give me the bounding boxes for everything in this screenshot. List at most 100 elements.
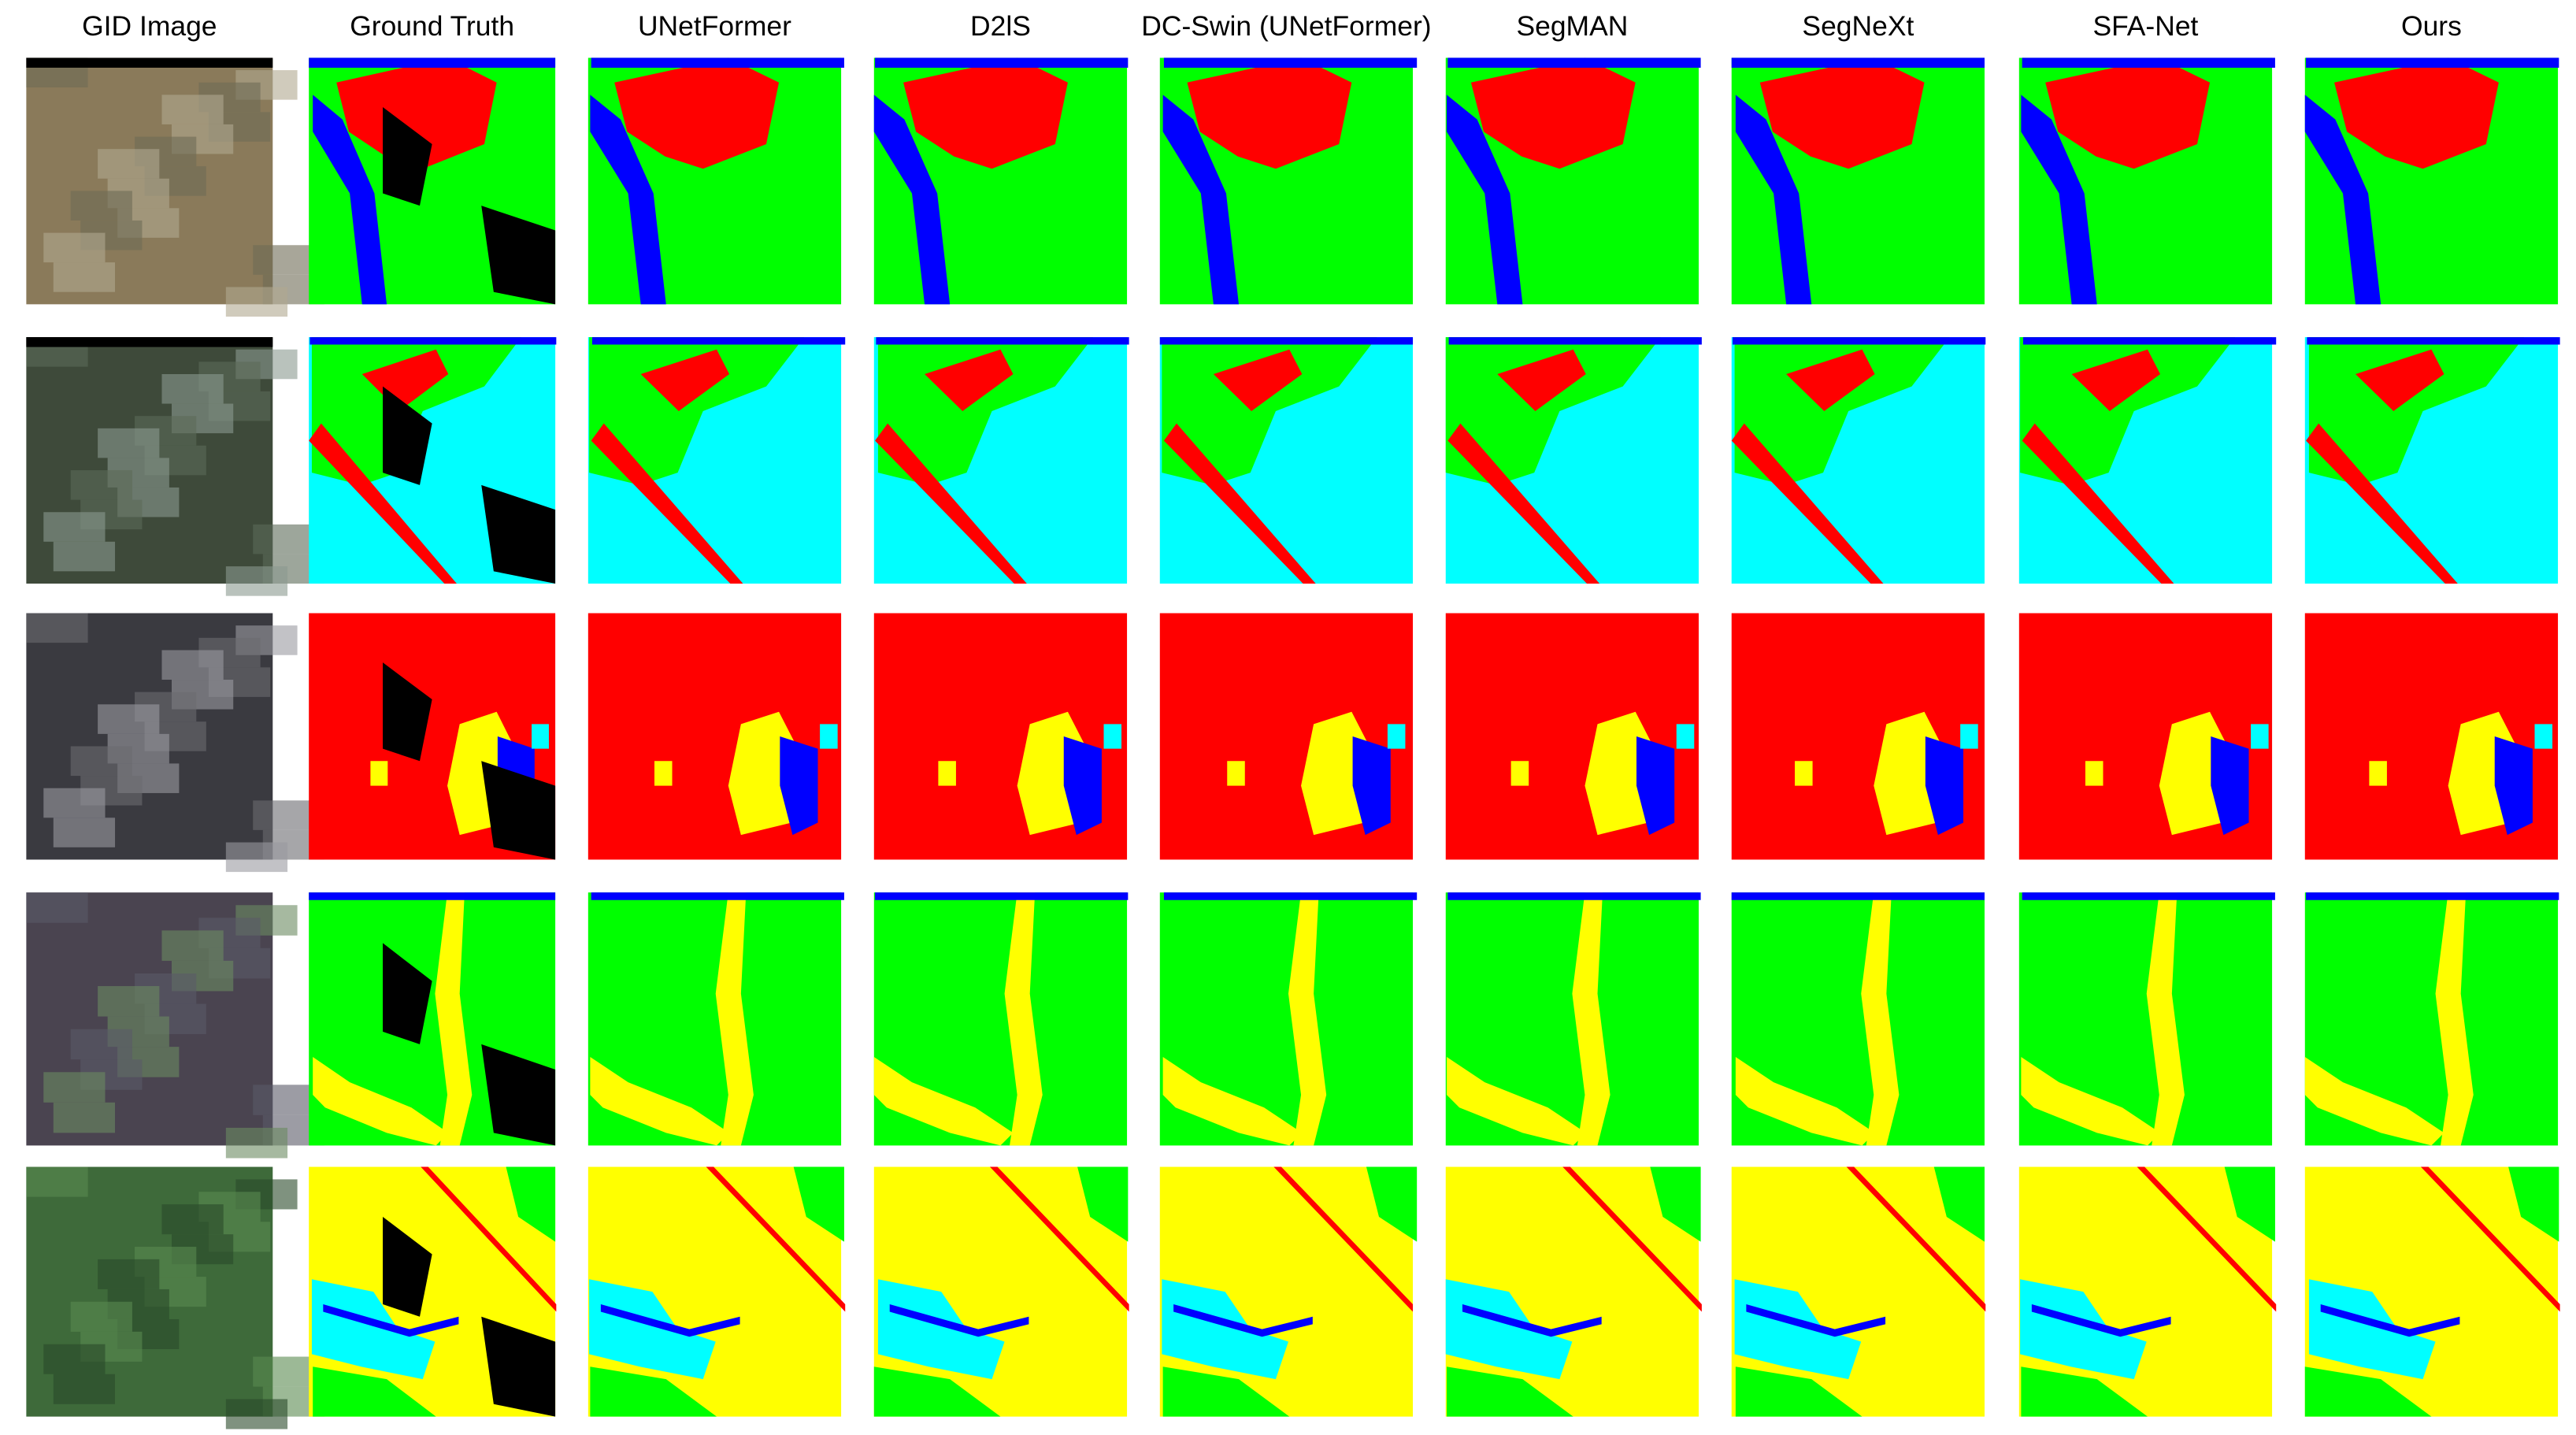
image-cell (1159, 892, 1418, 1146)
image-cell (873, 1166, 1129, 1417)
mask-region (1447, 1366, 1573, 1417)
mask-region (889, 1303, 1029, 1337)
mask-region (614, 57, 780, 169)
mask-region (1735, 1366, 1863, 1417)
photo-texture (98, 986, 160, 1017)
mask-region (1448, 337, 1702, 345)
mask-region (780, 736, 818, 836)
mask-region (309, 892, 556, 900)
image-cell (1445, 1166, 1702, 1417)
mask-region (1173, 1303, 1313, 1337)
image-cell (2018, 337, 2277, 584)
mask-region (1162, 1279, 1288, 1380)
mask-region (820, 724, 838, 749)
image-cell (309, 892, 556, 1146)
mask-region (1447, 1056, 1586, 1146)
mask-region (2306, 57, 2559, 68)
mask-region (1731, 57, 1985, 68)
image-cell (1731, 892, 1985, 1146)
mask-region (2021, 1056, 2161, 1146)
mask-region (1759, 57, 1925, 169)
column-header: Ours (2401, 10, 2462, 42)
image-cell (2304, 892, 2559, 1146)
image-cell (2018, 892, 2275, 1146)
mask-region (1447, 95, 1523, 305)
mask-region (1162, 95, 1240, 305)
mask-region (2306, 892, 2559, 900)
column-header: SegMAN (1516, 10, 1628, 42)
mask-region (925, 349, 1014, 411)
photo-texture (161, 930, 224, 961)
photo-texture (161, 650, 224, 680)
mask-region (1676, 724, 1695, 749)
mask-region (1063, 736, 1102, 836)
mask-region (1497, 349, 1586, 411)
mask-region (1960, 724, 1978, 749)
column-header: UNetFormer (638, 10, 791, 42)
mask-region (938, 761, 956, 786)
image-cell (26, 892, 325, 1159)
mask-region (591, 892, 844, 900)
mask-region (1731, 423, 1884, 584)
mask-region (1735, 95, 1812, 305)
mask-region (877, 1279, 1005, 1380)
image-cell (587, 337, 846, 584)
mask-region (435, 892, 473, 1146)
photo-texture (70, 1301, 132, 1332)
mask-region (1572, 892, 1610, 1146)
mask-region (1163, 423, 1316, 584)
image-cell (26, 337, 325, 596)
photo-texture (253, 800, 315, 830)
image-cell (1159, 57, 1418, 305)
mask-region (2304, 1056, 2444, 1146)
column-header: SFA-Net (2092, 10, 2198, 42)
image-cell (2304, 337, 2560, 584)
mask-region (1861, 892, 1900, 1146)
mask-region (589, 1279, 716, 1380)
mask-region (2021, 95, 2097, 305)
image-cell (2018, 57, 2275, 305)
mask-region (2022, 423, 2174, 584)
mask-region (370, 761, 388, 786)
mask-region (1159, 337, 1414, 345)
mask-region (1795, 761, 1813, 786)
photo-texture (98, 1259, 160, 1289)
mask-region (1004, 892, 1043, 1146)
mask-region (591, 423, 743, 584)
image-cell (1159, 613, 1414, 860)
mask-region (715, 892, 754, 1146)
mask-region (309, 337, 557, 345)
mask-region (2420, 1166, 2560, 1312)
photo-texture (161, 95, 224, 124)
mask-region (1733, 337, 1986, 345)
image-cell (873, 892, 1129, 1146)
mask-region (600, 1303, 740, 1337)
image-cell (1445, 337, 1702, 584)
mask-region (2334, 57, 2499, 169)
photo-texture (70, 470, 132, 500)
mask-background (481, 1044, 556, 1146)
mask-region (1103, 724, 1122, 749)
image-cell (309, 57, 556, 305)
mask-region (1288, 892, 1327, 1146)
column-header: DC-Swin (UNetFormer) (1141, 10, 1431, 42)
mask-region (590, 1056, 730, 1146)
image-cell (309, 1166, 557, 1417)
mask-region (2355, 349, 2444, 411)
mask-region (876, 337, 1129, 345)
mask-region (2435, 892, 2474, 1146)
photo-texture (161, 374, 224, 404)
image-cell (873, 613, 1128, 860)
mask-region (875, 423, 1027, 584)
photo-texture (43, 1072, 106, 1103)
image-cell (1445, 57, 1701, 305)
column-header: GID Image (82, 10, 217, 42)
mask-background (481, 761, 556, 860)
mask-region (590, 1366, 717, 1417)
photo-texture (43, 788, 106, 818)
image-cell (2304, 57, 2559, 305)
mask-region (2224, 1166, 2275, 1242)
photo-texture (53, 1374, 116, 1404)
mask-region (309, 423, 457, 584)
